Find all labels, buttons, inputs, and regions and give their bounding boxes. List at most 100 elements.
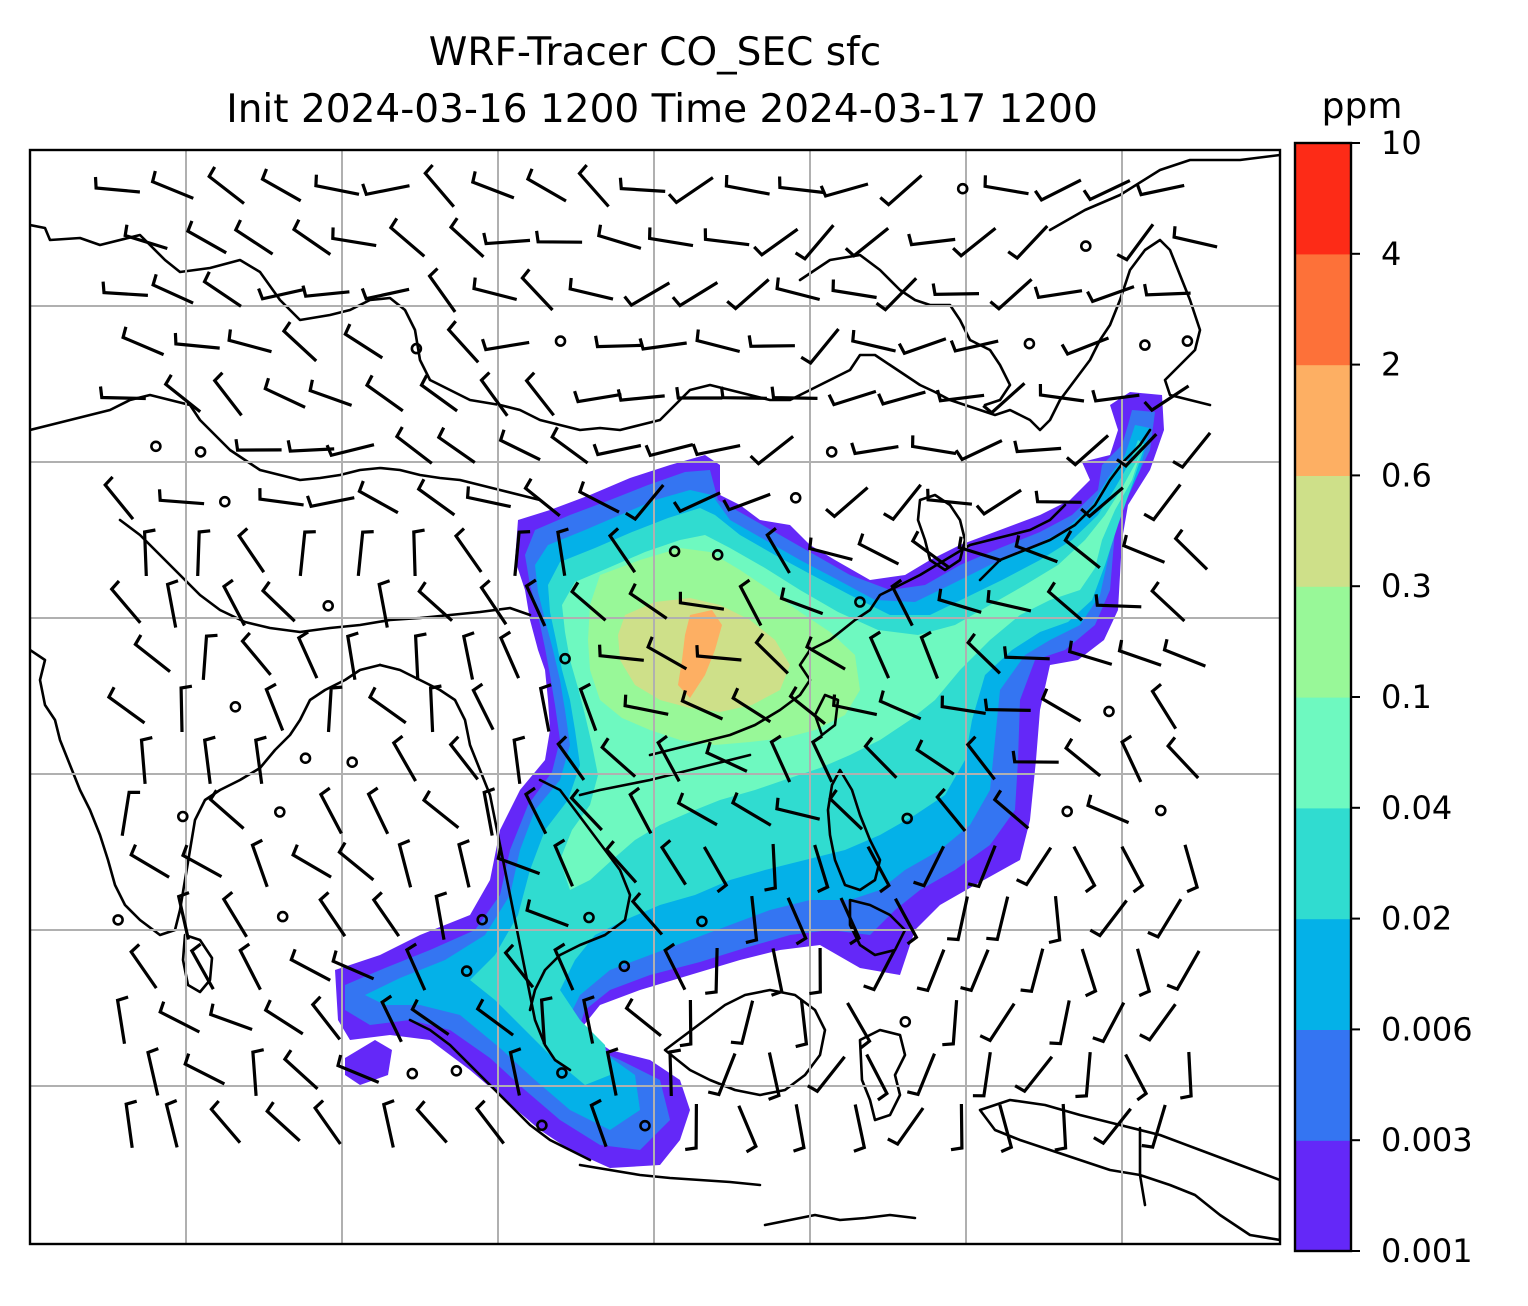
wind-barb	[427, 267, 457, 313]
calm-wind-marker	[711, 548, 724, 561]
wind-barb	[263, 377, 306, 409]
wind-barb	[312, 1099, 342, 1145]
colorbar-tick-label: 0.04	[1381, 789, 1452, 827]
wind-barb	[965, 735, 996, 781]
coastline-bay-of-bengal-east	[378, 663, 572, 1072]
wind-barb	[937, 588, 982, 614]
wind-barb	[942, 999, 959, 1047]
wind-barb	[453, 527, 483, 573]
wind-barb	[989, 278, 1033, 311]
wind-barb	[325, 443, 375, 458]
wind-barb	[1150, 581, 1186, 623]
calm-wind-marker	[406, 1067, 419, 1080]
wind-barb	[724, 174, 770, 196]
wind-barb	[767, 1052, 781, 1101]
wind-barb	[202, 271, 242, 308]
wind-barb	[301, 285, 350, 298]
wind-barb	[419, 374, 459, 413]
wind-barb	[151, 273, 194, 305]
wind-barb	[983, 698, 1031, 712]
wind-barb	[498, 429, 541, 462]
wind-barb	[482, 787, 496, 836]
wind-barb	[103, 475, 135, 521]
calm-wind-marker	[1155, 804, 1167, 817]
wind-barb	[986, 589, 1032, 613]
wind-barb	[260, 580, 296, 623]
wind-barb	[656, 734, 681, 783]
colorbar-tick-label: 0.3	[1381, 567, 1432, 605]
wind-barb	[1091, 389, 1140, 403]
wind-barb	[1179, 1051, 1193, 1100]
wind-barb	[779, 587, 824, 616]
wind-barb	[877, 390, 926, 406]
wind-barb	[809, 947, 822, 996]
wind-barb	[788, 685, 826, 725]
coastline-new-guinea	[978, 1098, 1280, 1242]
wind-barb	[1089, 899, 1128, 938]
wind-barb	[915, 739, 955, 776]
wind-barb	[260, 168, 302, 203]
wind-barb	[550, 426, 589, 465]
colorbar-tick-label: 4	[1381, 235, 1401, 273]
colorbar-tick-label: 0.02	[1381, 900, 1452, 938]
calm-wind-marker	[273, 806, 286, 818]
coastline-philippines-south	[848, 898, 907, 957]
wind-barb	[158, 1001, 201, 1034]
wind-barb	[305, 495, 355, 509]
colorbar-tick-label: 0.003	[1381, 1121, 1473, 1159]
wind-barb	[380, 994, 403, 1043]
wind-barb	[436, 426, 476, 464]
wind-barb	[839, 897, 862, 946]
wind-barb	[1121, 534, 1166, 564]
wind-barb	[952, 227, 997, 258]
wind-barb	[824, 486, 869, 519]
wind-barb	[391, 734, 417, 782]
map-area	[28, 148, 1282, 1246]
coastline-sulawesi	[858, 1028, 907, 1122]
wind-barb	[1063, 529, 1101, 569]
wind-barb	[678, 591, 725, 611]
wind-barb	[810, 734, 834, 783]
wind-barb	[828, 788, 864, 831]
wind-barb	[853, 1104, 867, 1153]
wind-barb	[770, 386, 818, 400]
wind-barb	[624, 997, 662, 1038]
wind-barb	[416, 478, 456, 517]
calm-wind-marker	[112, 914, 124, 926]
wind-barb	[893, 897, 919, 946]
wind-barb	[668, 1048, 682, 1097]
wind-barb	[448, 217, 485, 258]
wind-barb	[446, 320, 480, 364]
wind-barb	[628, 582, 668, 620]
wind-barb	[212, 371, 243, 417]
concentration-band-0.6	[678, 610, 722, 698]
wind-barb	[569, 788, 603, 832]
wind-barb	[176, 891, 190, 940]
wind-barb	[525, 899, 569, 928]
wind-barb	[705, 947, 719, 995]
wind-barb	[975, 488, 1022, 516]
wind-barb	[361, 183, 410, 197]
wind-barb	[832, 694, 878, 717]
wind-barb	[221, 890, 248, 938]
wind-barb	[866, 845, 891, 894]
wind-barb	[512, 735, 526, 785]
calm-wind-marker	[639, 1119, 651, 1132]
wind-barb	[675, 386, 723, 400]
wind-barb	[573, 390, 622, 404]
wind-barb	[397, 839, 413, 888]
wind-barb	[553, 942, 575, 991]
wind-barb	[794, 224, 835, 261]
wind-barb	[916, 949, 946, 993]
wind-barb	[286, 439, 335, 453]
wind-barb	[281, 321, 318, 363]
wind-barb	[428, 684, 442, 733]
wind-barb	[887, 1107, 925, 1147]
calm-wind-marker	[618, 960, 631, 973]
calm-wind-marker	[177, 810, 189, 823]
wind-barb	[775, 797, 821, 821]
colorbar-tick-label: 0.1	[1381, 678, 1432, 716]
wind-barb	[745, 895, 759, 945]
coastline-sri-lanka	[181, 933, 214, 994]
wind-barb	[957, 536, 1002, 563]
